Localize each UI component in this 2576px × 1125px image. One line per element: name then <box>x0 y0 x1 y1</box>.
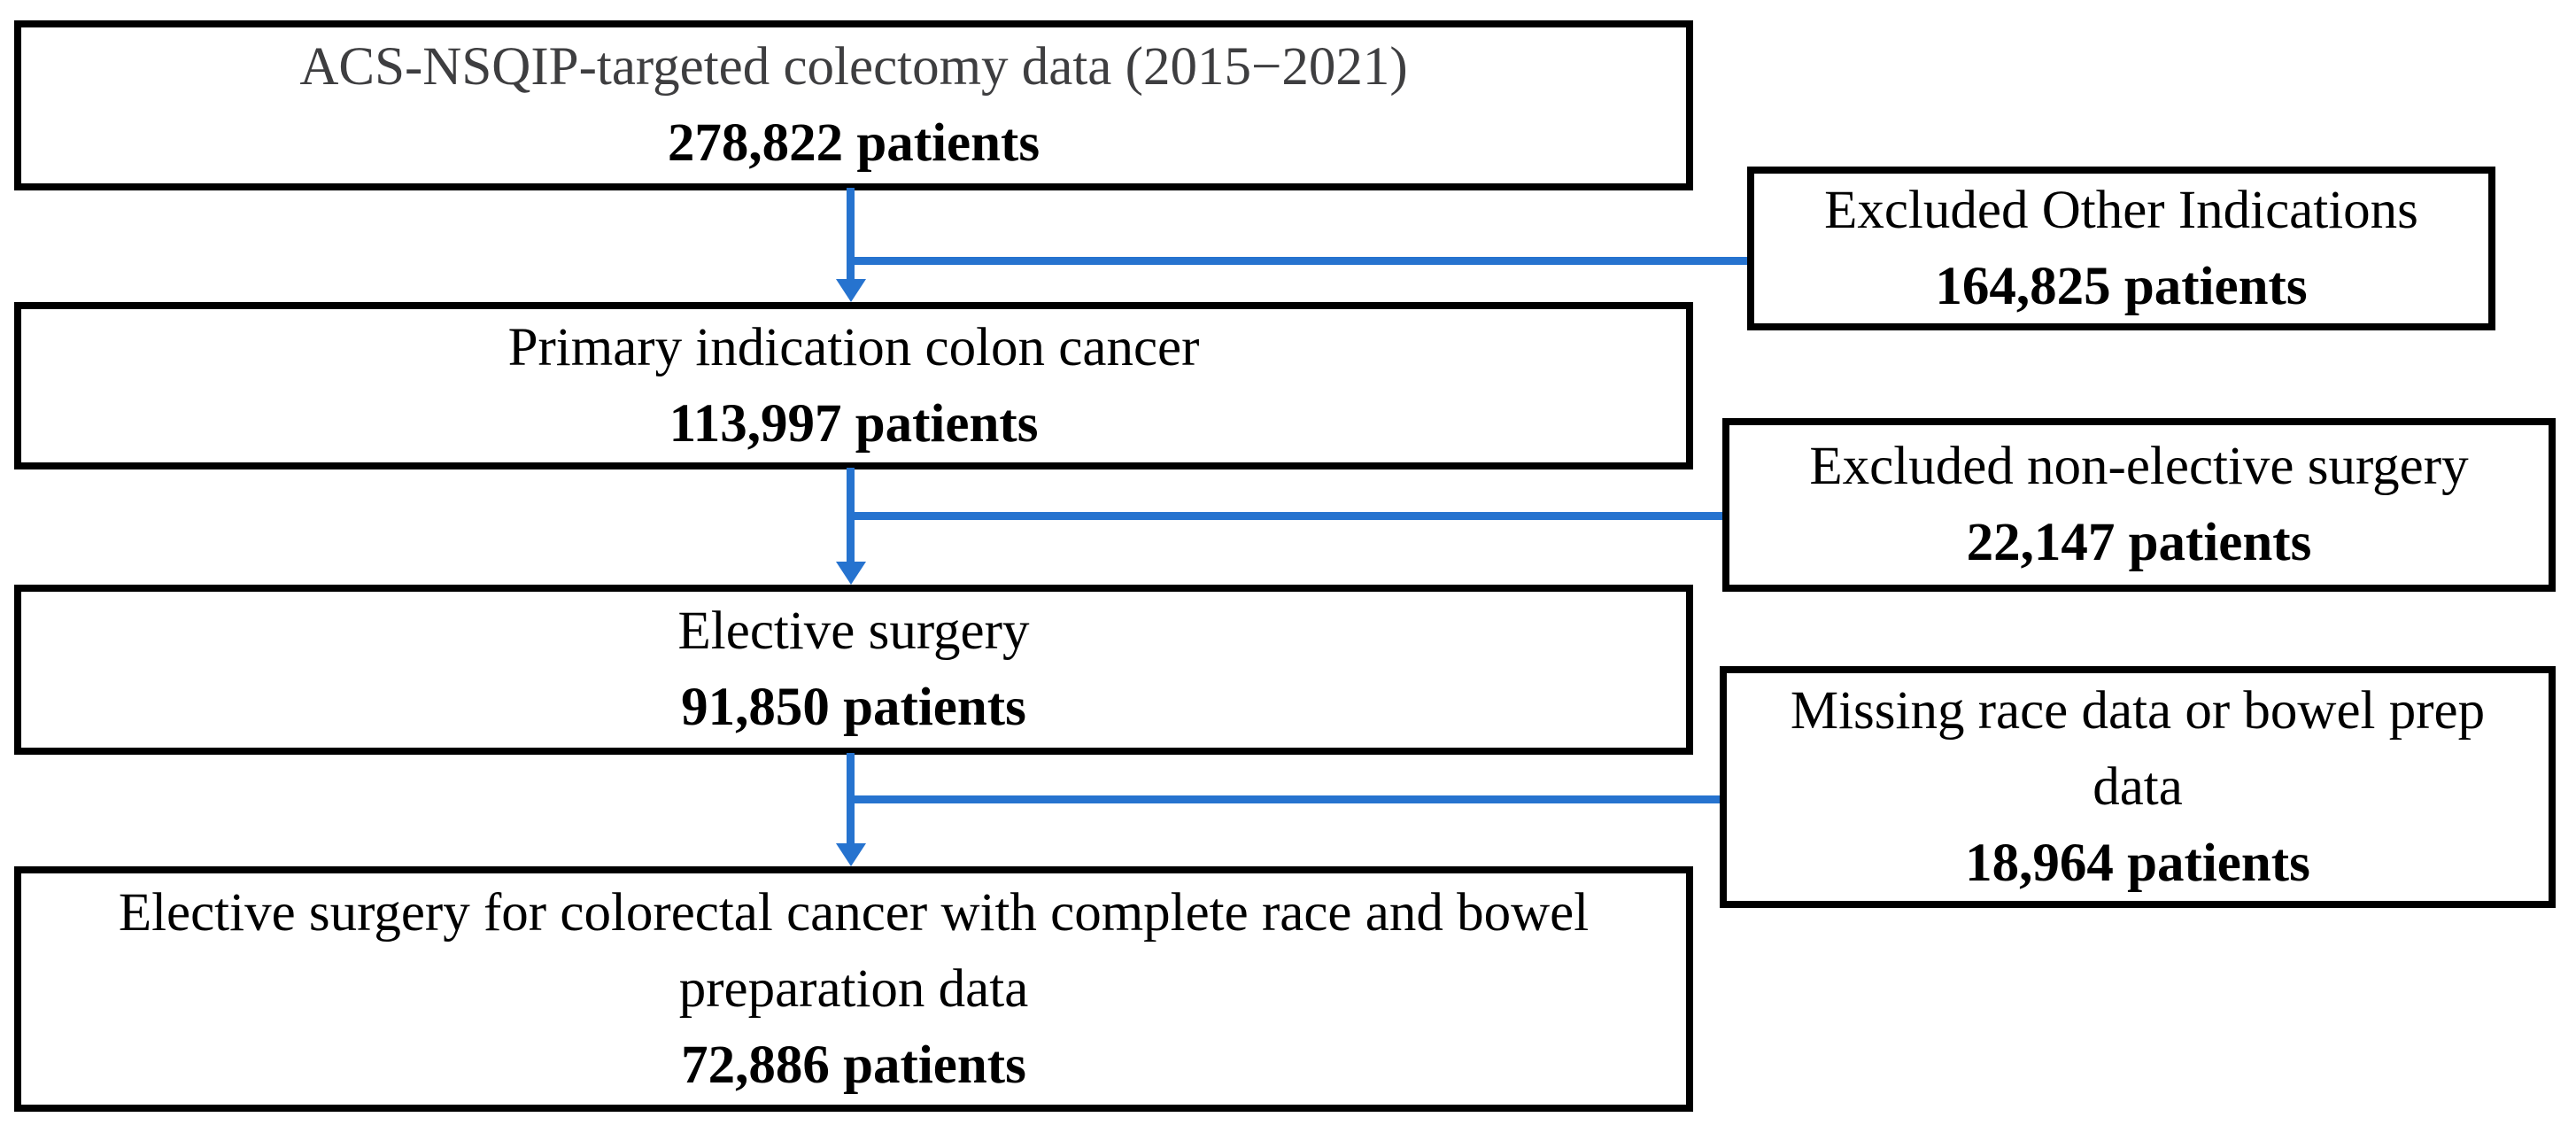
arrowhead-down-icon-2 <box>836 562 866 585</box>
flow-box-source-data-label: ACS-NSQIP-targeted colectomy data (2015−… <box>299 37 1408 97</box>
connector-line-branch-1 <box>850 257 1747 265</box>
exclusion-box-missing-data-label: Missing race data or bowel prep data <box>1790 680 2486 817</box>
connector-line-branch-3 <box>850 795 1720 803</box>
flow-box-colon-cancer: Primary indication colon cancer 113,997 … <box>14 302 1693 469</box>
exclusion-box-non-elective: Excluded non-elective surgery 22,147 pat… <box>1722 418 2556 592</box>
flow-box-colon-cancer-count: 113,997 patients <box>669 393 1039 454</box>
exclusion-box-non-elective-count: 22,147 patients <box>1966 513 2312 572</box>
flow-box-colon-cancer-label: Primary indication colon cancer <box>507 317 1200 377</box>
exclusion-box-missing-data-count: 18,964 patients <box>1965 833 2310 893</box>
flow-box-source-data: ACS-NSQIP-targeted colectomy data (2015−… <box>14 20 1693 190</box>
exclusion-box-other-indications-label: Excluded Other Indications <box>1824 180 2418 240</box>
exclusion-box-missing-data: Missing race data or bowel prep data 18,… <box>1720 666 2556 908</box>
exclusion-box-other-indications: Excluded Other Indications 164,825 patie… <box>1747 167 2495 330</box>
flow-box-source-data-count: 278,822 patients <box>667 113 1040 173</box>
flow-box-final-cohort: Elective surgery for colorectal cancer w… <box>14 866 1693 1112</box>
exclusion-box-other-indications-count: 164,825 patients <box>1935 256 2308 316</box>
connector-line-branch-2 <box>850 512 1722 520</box>
arrowhead-down-icon-1 <box>836 279 866 302</box>
flow-box-final-cohort-label: Elective surgery for colorectal cancer w… <box>118 882 1590 1019</box>
flow-box-elective-surgery: Elective surgery 91,850 patients <box>14 585 1693 755</box>
connector-line-down-1 <box>847 188 855 281</box>
flow-box-elective-surgery-label: Elective surgery <box>677 601 1030 661</box>
flow-box-final-cohort-count: 72,886 patients <box>681 1035 1026 1095</box>
arrowhead-down-icon-3 <box>836 843 866 866</box>
exclusion-box-non-elective-label: Excluded non-elective surgery <box>1809 437 2469 496</box>
flow-box-elective-surgery-count: 91,850 patients <box>681 678 1026 737</box>
